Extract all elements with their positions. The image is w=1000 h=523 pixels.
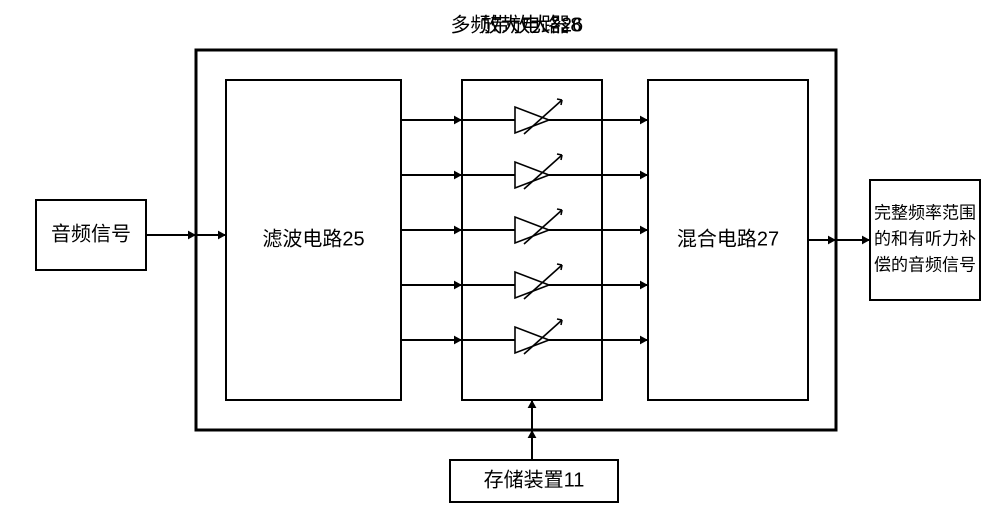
output-label-line: 完整频率范围	[874, 203, 976, 222]
mixer-label: 混合电路27	[677, 227, 779, 250]
input-label: 音频信号	[51, 222, 131, 245]
output-label-line: 偿的音频信号	[874, 255, 976, 274]
variable-gain-amp-icon	[515, 99, 562, 134]
amp-circuit-box	[462, 80, 602, 400]
variable-gain-amp-icon	[515, 264, 562, 299]
filter-label: 滤波电路25	[262, 227, 364, 250]
variable-gain-amp-icon	[515, 154, 562, 189]
variable-gain-amp-icon	[515, 319, 562, 354]
amp-circuit-title: 放大电路26	[481, 13, 583, 36]
output-label-line: 的和有听力补	[874, 229, 976, 248]
variable-gain-amp-icon	[515, 209, 562, 244]
storage-label: 存储装置11	[484, 468, 585, 491]
